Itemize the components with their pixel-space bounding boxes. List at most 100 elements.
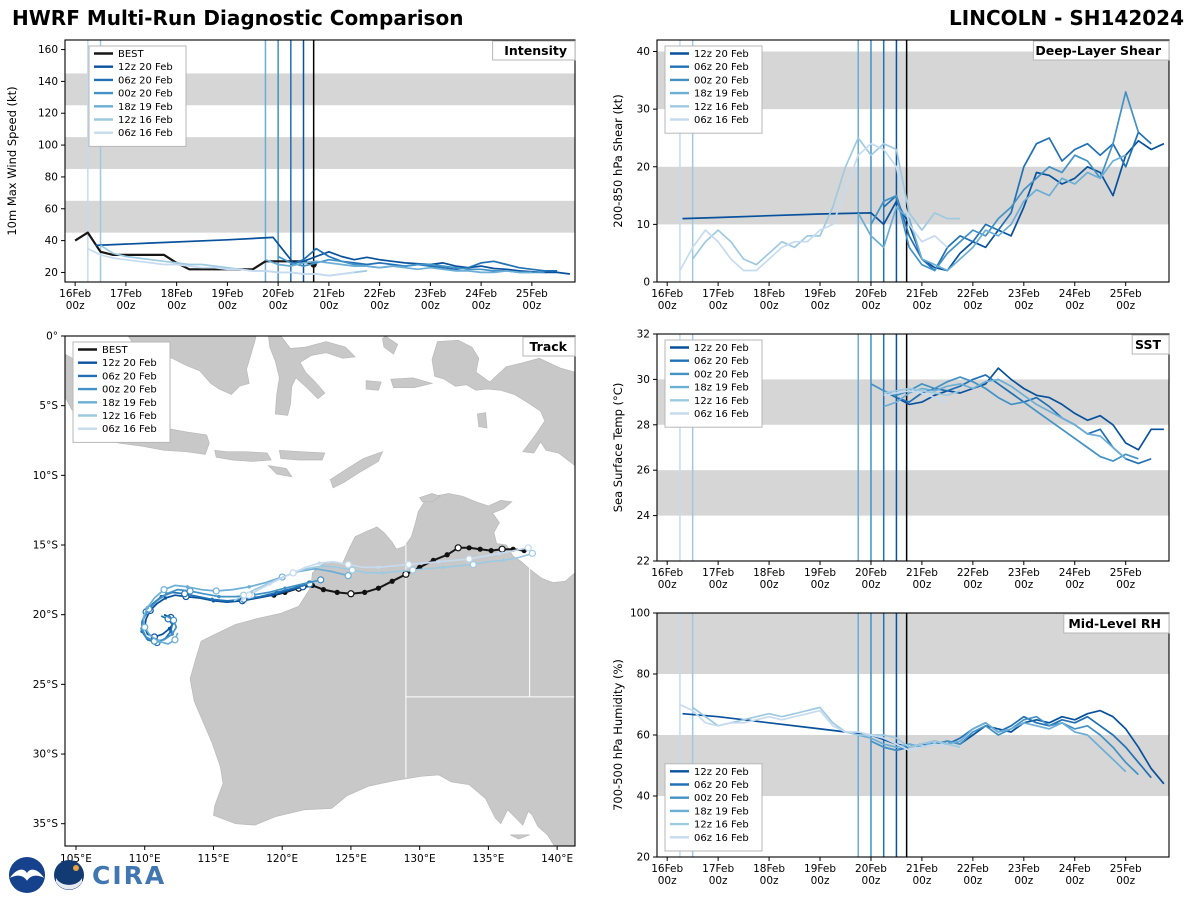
svg-text:23Feb: 23Feb — [1008, 863, 1040, 875]
storm-track — [240, 546, 529, 602]
svg-text:00z: 00z — [218, 300, 237, 312]
svg-text:20: 20 — [45, 267, 58, 279]
svg-text:12z 16 Feb: 12z 16 Feb — [694, 396, 749, 407]
logo-row: CIRA — [8, 856, 166, 894]
svg-text:140°E: 140°E — [541, 853, 573, 865]
svg-text:12z 20 Feb: 12z 20 Feb — [694, 767, 749, 778]
svg-text:28: 28 — [637, 419, 650, 431]
landmass — [267, 465, 293, 478]
svg-text:00z: 00z — [862, 300, 881, 312]
rh-line — [682, 709, 1165, 785]
svg-text:21Feb: 21Feb — [906, 863, 938, 875]
svg-text:20: 20 — [637, 161, 650, 173]
rh-panel: 2040608010016Feb00z17Feb00z18Feb00z19Feb… — [612, 608, 1170, 887]
landmass — [189, 493, 575, 846]
svg-text:06z 20 Feb: 06z 20 Feb — [118, 75, 173, 86]
svg-text:06z 20 Feb: 06z 20 Feb — [694, 62, 749, 73]
shear-panel: 01020304016Feb00z17Feb00z18Feb00z19Feb00… — [612, 39, 1170, 312]
svg-text:23Feb: 23Feb — [1008, 288, 1040, 300]
svg-text:18Feb: 18Feb — [753, 863, 785, 875]
svg-text:SST: SST — [1135, 337, 1161, 352]
svg-text:06z 16 Feb: 06z 16 Feb — [694, 409, 749, 420]
svg-text:BEST: BEST — [118, 49, 145, 60]
landmass — [382, 336, 399, 355]
svg-text:00z: 00z — [1116, 579, 1135, 591]
svg-text:00z: 00z — [709, 875, 728, 887]
svg-text:00z: 00z — [912, 875, 931, 887]
svg-text:100: 100 — [38, 140, 58, 152]
svg-text:21Feb: 21Feb — [906, 288, 938, 300]
svg-text:00z 20 Feb: 00z 20 Feb — [118, 89, 173, 100]
svg-text:18Feb: 18Feb — [161, 288, 193, 300]
svg-text:10°S: 10°S — [33, 470, 59, 482]
svg-text:30°S: 30°S — [33, 749, 59, 761]
svg-text:00z 20 Feb: 00z 20 Feb — [102, 385, 157, 396]
svg-text:130°E: 130°E — [404, 853, 436, 865]
svg-text:Deep-Layer Shear: Deep-Layer Shear — [1035, 43, 1161, 58]
svg-text:20Feb: 20Feb — [855, 863, 887, 875]
svg-text:16Feb: 16Feb — [651, 288, 683, 300]
svg-text:00z: 00z — [862, 579, 881, 591]
intensity-line — [74, 231, 315, 271]
svg-text:22Feb: 22Feb — [957, 288, 989, 300]
svg-text:24Feb: 24Feb — [1059, 863, 1091, 875]
svg-text:00z: 00z — [1014, 300, 1033, 312]
svg-text:120°E: 120°E — [266, 853, 298, 865]
rh-line — [679, 703, 948, 752]
svg-text:00z: 00z — [370, 300, 389, 312]
panel-title-box — [1032, 40, 1170, 61]
rh-line — [692, 706, 961, 749]
svg-text:16Feb: 16Feb — [651, 567, 683, 579]
intensity-line — [95, 236, 571, 275]
svg-text:00z: 00z — [760, 579, 779, 591]
svg-text:06z 16 Feb: 06z 16 Feb — [694, 833, 749, 844]
svg-text:00z 20 Feb: 00z 20 Feb — [694, 75, 749, 86]
landmass — [390, 377, 434, 388]
svg-text:135°E: 135°E — [472, 853, 504, 865]
svg-text:200-850 hPa Shear (kt): 200-850 hPa Shear (kt) — [612, 94, 625, 227]
panel-title-box — [492, 40, 576, 61]
svg-text:17Feb: 17Feb — [702, 567, 734, 579]
svg-text:00z: 00z — [421, 300, 440, 312]
svg-text:00z: 00z — [709, 300, 728, 312]
landmass — [365, 380, 382, 391]
sst-line — [870, 376, 1139, 462]
noaa-logo-icon — [8, 856, 46, 894]
svg-text:125°E: 125°E — [335, 853, 367, 865]
svg-text:06z 20 Feb: 06z 20 Feb — [102, 371, 157, 382]
svg-text:22Feb: 22Feb — [957, 567, 989, 579]
cira-logo: CIRA — [92, 860, 167, 890]
svg-text:80: 80 — [45, 171, 58, 183]
svg-text:24Feb: 24Feb — [465, 288, 497, 300]
svg-text:80: 80 — [637, 669, 650, 681]
svg-text:12z 20 Feb: 12z 20 Feb — [118, 62, 173, 73]
svg-text:00z: 00z — [167, 300, 186, 312]
track-map-panel: 105°E 110°E 115°E 120°E 125°E 130°E 135°E 140°E… — [33, 331, 576, 865]
svg-text:00z: 00z — [1116, 875, 1135, 887]
storm-track — [143, 585, 304, 638]
svg-text:00z: 00z — [658, 875, 677, 887]
svg-text:23Feb: 23Feb — [1008, 567, 1040, 579]
svg-text:18z 19 Feb: 18z 19 Feb — [694, 89, 749, 100]
svg-text:12z 16 Feb: 12z 16 Feb — [102, 411, 157, 422]
landmass — [268, 336, 356, 416]
panel-title-box — [1063, 613, 1170, 634]
svg-text:00z: 00z — [811, 875, 830, 887]
cira-globe-icon — [54, 860, 84, 890]
svg-text:21Feb: 21Feb — [906, 567, 938, 579]
svg-text:30: 30 — [637, 104, 650, 116]
svg-text:16Feb: 16Feb — [651, 863, 683, 875]
panel-title-box — [522, 336, 576, 357]
svg-text:00z: 00z — [1065, 579, 1084, 591]
svg-text:20Feb: 20Feb — [262, 288, 294, 300]
shear-line — [679, 142, 948, 272]
svg-text:00z: 00z — [1065, 875, 1084, 887]
svg-text:06z 16 Feb: 06z 16 Feb — [102, 424, 157, 435]
svg-text:00z: 00z — [66, 300, 85, 312]
svg-text:100: 100 — [630, 608, 650, 620]
sst-panel: 22242628303216Feb00z17Feb00z18Feb00z19Fe… — [612, 329, 1170, 591]
landmass — [419, 493, 442, 503]
svg-text:12z 16 Feb: 12z 16 Feb — [694, 102, 749, 113]
svg-text:26: 26 — [637, 465, 651, 477]
svg-text:00z: 00z — [658, 300, 677, 312]
